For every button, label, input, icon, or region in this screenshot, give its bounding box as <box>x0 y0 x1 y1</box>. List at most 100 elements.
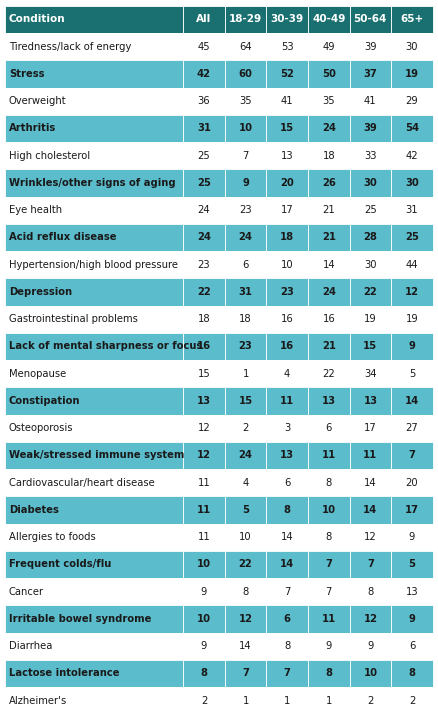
Text: 12: 12 <box>239 614 253 624</box>
Text: 17: 17 <box>405 505 419 515</box>
Bar <box>183 578 225 606</box>
Text: 21: 21 <box>322 341 336 351</box>
Bar <box>225 60 266 88</box>
Text: 31: 31 <box>406 205 418 215</box>
Bar <box>266 551 308 578</box>
Bar <box>308 60 350 88</box>
Bar <box>183 224 225 251</box>
Text: 4: 4 <box>284 369 290 379</box>
Bar <box>5 496 183 523</box>
Text: 12: 12 <box>198 423 210 433</box>
Bar <box>391 197 433 224</box>
Bar <box>308 469 350 496</box>
Bar <box>350 305 391 333</box>
Bar <box>183 6 225 33</box>
Text: 25: 25 <box>405 233 419 243</box>
Text: Constipation: Constipation <box>9 396 80 406</box>
Text: Tiredness/lack of energy: Tiredness/lack of energy <box>9 42 131 52</box>
Bar <box>391 115 433 142</box>
Bar <box>5 578 183 606</box>
Bar <box>350 442 391 469</box>
Bar <box>391 279 433 305</box>
Text: 9: 9 <box>367 641 374 651</box>
Text: 7: 7 <box>242 150 249 161</box>
Bar <box>266 333 308 360</box>
Text: Gastrointestinal problems: Gastrointestinal problems <box>9 314 138 324</box>
Bar <box>391 88 433 115</box>
Text: 45: 45 <box>198 42 210 52</box>
Bar <box>225 115 266 142</box>
Bar <box>225 33 266 60</box>
Text: 24: 24 <box>322 123 336 133</box>
Text: 9: 9 <box>242 178 249 188</box>
Bar <box>5 169 183 197</box>
Text: 8: 8 <box>325 477 332 487</box>
Text: 28: 28 <box>364 233 377 243</box>
Text: 10: 10 <box>364 668 378 678</box>
Bar <box>5 33 183 60</box>
Text: Osteoporosis: Osteoporosis <box>9 423 73 433</box>
Bar <box>391 387 433 415</box>
Bar <box>308 523 350 551</box>
Text: 4: 4 <box>243 477 249 487</box>
Text: 34: 34 <box>364 369 377 379</box>
Text: 23: 23 <box>239 205 252 215</box>
Bar <box>225 442 266 469</box>
Bar <box>350 169 391 197</box>
Text: 42: 42 <box>197 69 211 79</box>
Text: 24: 24 <box>239 233 253 243</box>
Bar <box>225 169 266 197</box>
Text: Eye health: Eye health <box>9 205 62 215</box>
Bar <box>350 60 391 88</box>
Bar <box>183 687 225 714</box>
Bar <box>183 305 225 333</box>
Text: 15: 15 <box>239 396 253 406</box>
Bar <box>308 142 350 169</box>
Text: 2: 2 <box>409 696 415 706</box>
Bar <box>183 442 225 469</box>
Text: Menopause: Menopause <box>9 369 66 379</box>
Text: 21: 21 <box>322 205 335 215</box>
Bar <box>308 606 350 632</box>
Bar <box>5 523 183 551</box>
Text: 9: 9 <box>409 532 415 542</box>
Text: 11: 11 <box>363 451 378 460</box>
Text: 8: 8 <box>284 641 290 651</box>
Bar <box>266 632 308 660</box>
Text: 35: 35 <box>322 96 335 107</box>
Text: 25: 25 <box>364 205 377 215</box>
Text: 9: 9 <box>201 641 207 651</box>
Bar <box>225 606 266 632</box>
Text: 13: 13 <box>281 150 293 161</box>
Bar <box>225 551 266 578</box>
Text: 6: 6 <box>409 641 415 651</box>
Bar <box>350 333 391 360</box>
Bar <box>350 469 391 496</box>
Text: 13: 13 <box>364 396 378 406</box>
Bar <box>350 578 391 606</box>
Text: 21: 21 <box>322 233 336 243</box>
Bar <box>183 496 225 523</box>
Text: Arthritis: Arthritis <box>9 123 56 133</box>
Text: 14: 14 <box>405 396 419 406</box>
Bar <box>225 6 266 33</box>
Bar <box>391 169 433 197</box>
Text: 22: 22 <box>364 287 377 297</box>
Text: 9: 9 <box>409 341 415 351</box>
Bar <box>5 251 183 279</box>
Bar <box>183 551 225 578</box>
Bar <box>225 333 266 360</box>
Text: 10: 10 <box>281 260 293 270</box>
Bar <box>183 469 225 496</box>
Bar <box>308 415 350 442</box>
Text: 24: 24 <box>322 287 336 297</box>
Bar <box>5 415 183 442</box>
Text: 7: 7 <box>409 451 415 460</box>
Text: Hypertension/high blood pressure: Hypertension/high blood pressure <box>9 260 178 270</box>
Bar <box>5 687 183 714</box>
Text: 14: 14 <box>364 477 377 487</box>
Bar <box>225 197 266 224</box>
Text: 30: 30 <box>364 260 377 270</box>
Text: 50: 50 <box>322 69 336 79</box>
Text: 11: 11 <box>321 451 336 460</box>
